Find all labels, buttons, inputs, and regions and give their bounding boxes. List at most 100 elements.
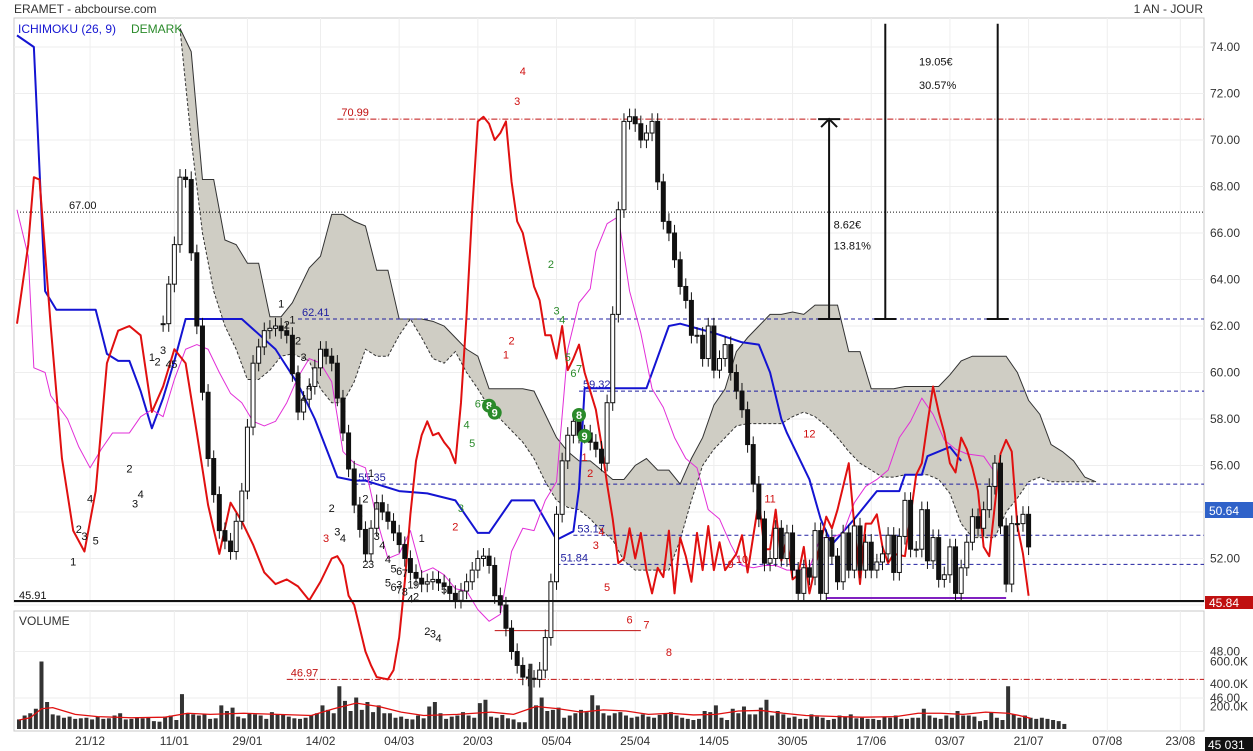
volume-bar (933, 717, 938, 729)
demark-count: 1 (70, 556, 76, 568)
cloud-area (179, 28, 1097, 571)
volume-bar (281, 714, 286, 729)
volume-bar (460, 712, 465, 729)
volume-bar (803, 718, 808, 729)
demark-count-green: 6 (475, 398, 481, 410)
candle-up (615, 209, 621, 315)
candle-up (273, 325, 279, 329)
period-selector[interactable]: 1 AN - JOUR (1134, 2, 1204, 16)
candle-up (913, 548, 919, 551)
volume-bar (1011, 714, 1016, 729)
candle-up (565, 434, 571, 462)
candle-down (509, 627, 515, 652)
volume-bar (747, 714, 752, 729)
volume-bar (241, 718, 246, 729)
volume-bar (466, 715, 471, 729)
demark-count: 4 (340, 533, 346, 545)
candle-up (812, 530, 818, 578)
candle-down (908, 499, 914, 550)
volume-bar (562, 717, 567, 729)
demark-count: 9 (413, 580, 419, 592)
candle-up (992, 462, 998, 487)
candle-down (672, 232, 678, 261)
volume-bar (994, 717, 999, 729)
candle-up (1009, 523, 1015, 585)
volume-bar (146, 717, 151, 729)
candle-down (402, 544, 408, 559)
volume-bar (798, 718, 803, 729)
volume-bar (123, 719, 128, 729)
demark-count-green: 6 (570, 368, 576, 380)
volume-bar (376, 705, 381, 729)
candle-down (520, 664, 526, 678)
volume-bar (269, 712, 274, 729)
volume-bar (404, 718, 409, 729)
demark-count-red: 9 (728, 559, 734, 571)
level-label: 70.99 (341, 107, 369, 119)
volume-bar (697, 718, 702, 729)
candle-up (244, 426, 250, 492)
candle-up (306, 385, 312, 400)
candle-down (492, 564, 498, 597)
candle-up (717, 358, 722, 371)
demark-count: 3 (430, 629, 436, 641)
demark-count: 2 (357, 508, 363, 520)
volume-bar (421, 718, 426, 729)
volume-bar (815, 716, 820, 729)
demark-count: 4 (166, 359, 172, 371)
candle-up (649, 120, 655, 134)
candle-down (795, 569, 801, 594)
demark-count: 2 (424, 626, 430, 638)
volume-bar (860, 717, 864, 729)
candle-up (947, 546, 953, 576)
volume-bar (663, 713, 668, 729)
candle-up (969, 516, 975, 543)
demark-count: 4 (306, 382, 312, 394)
volume-bar (191, 714, 196, 729)
volume-bar (174, 720, 179, 729)
volume-bar (438, 713, 443, 729)
demark-count-green: 5 (565, 352, 571, 364)
candle-up (885, 534, 891, 555)
candle-down (868, 541, 874, 571)
volume-bar (112, 715, 117, 729)
demark-count: 3 (334, 526, 340, 538)
measure-annotation: 30.57% (919, 80, 957, 92)
candle-down (806, 567, 812, 578)
y-tick-label: 70.00 (1210, 133, 1240, 147)
candle-down (216, 494, 222, 532)
volume-bar (775, 711, 780, 729)
volume-bar (545, 711, 550, 729)
candle-up (643, 132, 649, 141)
volume-bar (623, 715, 628, 729)
candle-up (267, 327, 273, 332)
volume-bar (1000, 720, 1005, 729)
volume-bar (219, 705, 224, 729)
volume-bar (365, 702, 370, 729)
volume-bar (314, 713, 319, 729)
volume-bar (741, 706, 746, 729)
candle-down (385, 511, 391, 522)
candle-down (936, 537, 942, 580)
volume-bar (494, 717, 499, 729)
demark-count: 7 (396, 584, 402, 596)
volume-bar (680, 717, 685, 729)
volume-bar (135, 717, 140, 729)
demark-count: 3 (301, 352, 307, 364)
volume-bar (848, 714, 853, 729)
volume-bar (106, 718, 111, 729)
candle-up (469, 569, 475, 583)
candle-down (329, 355, 335, 364)
demark-count-green: 3 (458, 503, 464, 515)
candle-up (930, 537, 936, 562)
volume-bar (691, 720, 696, 729)
last-price-value: 50.64 (1209, 504, 1239, 518)
x-tick-label: 21/12 (75, 734, 105, 748)
candle-up (767, 558, 773, 564)
candle-up (722, 344, 728, 360)
volume-bar (1022, 715, 1027, 729)
candle-up (621, 120, 627, 211)
x-tick-label: 14/02 (305, 734, 335, 748)
candle-down (503, 604, 509, 629)
demark-count: 1 (340, 403, 346, 415)
